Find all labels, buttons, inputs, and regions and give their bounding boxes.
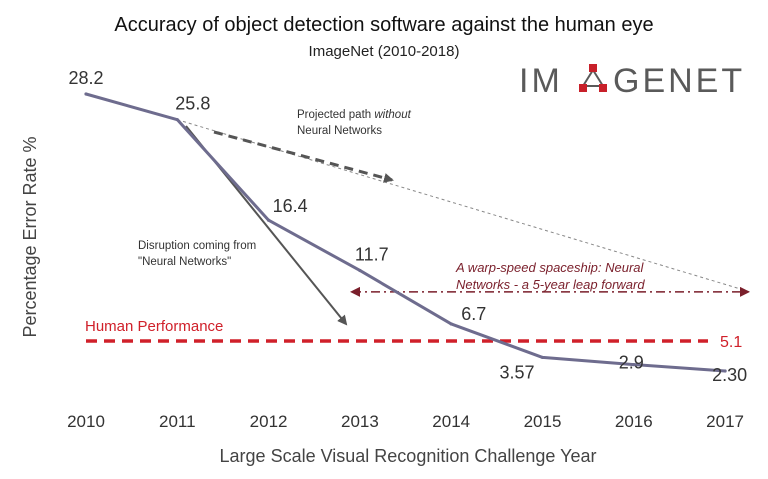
- data-label-2017: 2.30: [712, 365, 747, 385]
- leap-label-line1: A warp-speed spaceship: Neural: [455, 260, 645, 275]
- x-tick-2015: 2015: [524, 412, 562, 431]
- human-performance-label: Human Performance: [85, 318, 223, 335]
- chart-title: Accuracy of object detection software ag…: [114, 14, 653, 36]
- projected-path-arrow: [213, 130, 394, 183]
- data-point-2014: [449, 322, 453, 326]
- data-label-2010: 28.2: [68, 68, 103, 88]
- x-tick-2016: 2016: [615, 412, 653, 431]
- leap-label-line2: Networks - a 5-year leap forward: [456, 277, 645, 292]
- svg-text:GENET: GENET: [613, 62, 745, 100]
- error-rate-series-line: [85, 92, 726, 373]
- projection-label-line2: Neural Networks: [297, 125, 382, 137]
- x-tick-2017: 2017: [706, 412, 744, 431]
- data-label-2013: 11.7: [355, 244, 389, 264]
- data-label-2015: 3.57: [500, 362, 535, 382]
- x-tick-2011: 2011: [159, 412, 196, 431]
- projected-path-line: [177, 119, 751, 293]
- x-tick-2012: 2012: [250, 412, 288, 431]
- imagenet-logo: IM GENET: [519, 62, 745, 100]
- x-tick-2014: 2014: [432, 412, 470, 431]
- data-point-2011: [175, 118, 179, 122]
- data-point-2012: [267, 218, 271, 222]
- data-label-2014: 6.7: [461, 304, 486, 324]
- svg-text:IM: IM: [519, 62, 563, 100]
- data-label-2016: 2.9: [619, 353, 644, 373]
- projection-label-line1: Projected path without: [297, 109, 412, 121]
- y-axis-title: Percentage Error Rate %: [20, 136, 40, 337]
- data-point-2013: [358, 268, 362, 273]
- disruption-label-line1: Disruption coming from: [138, 240, 256, 252]
- x-tick-2013: 2013: [341, 412, 379, 431]
- data-point-2017: [723, 369, 727, 373]
- disruption-label-line2: "Neural Networks": [138, 256, 231, 268]
- x-axis-title: Large Scale Visual Recognition Challenge…: [220, 446, 597, 466]
- data-point-2015: [540, 355, 545, 360]
- data-point-2016: [632, 362, 636, 367]
- chart-subtitle: ImageNet (2010-2018): [309, 43, 460, 60]
- human-performance-value: 5.1: [720, 334, 742, 351]
- data-label-2011: 25.8: [175, 94, 210, 114]
- x-tick-2010: 2010: [67, 412, 105, 431]
- data-label-2012: 16.4: [273, 196, 308, 216]
- data-point-2010: [84, 92, 88, 96]
